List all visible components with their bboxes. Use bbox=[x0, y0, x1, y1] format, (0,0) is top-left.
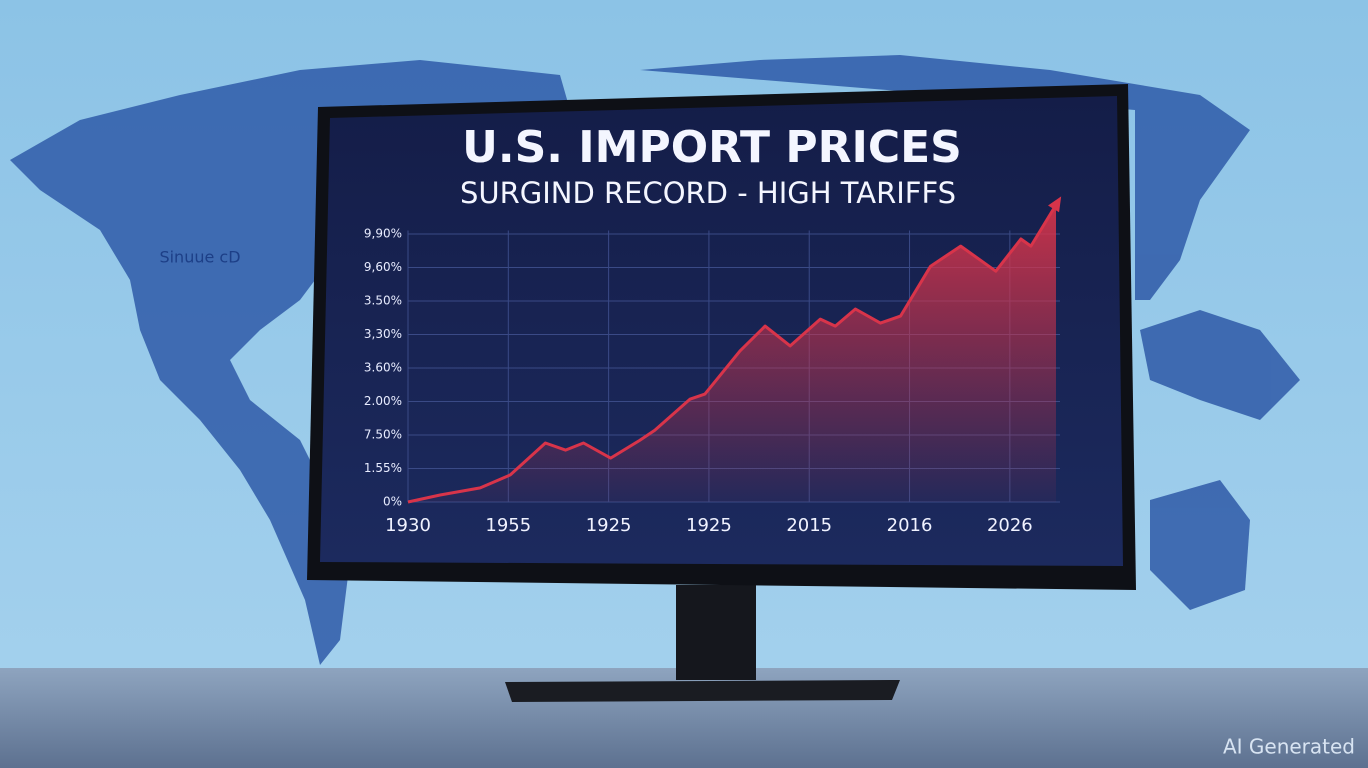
x-tick-label: 2016 bbox=[887, 515, 933, 536]
map-label: Sinuue cD bbox=[159, 248, 240, 267]
monitor-base bbox=[505, 680, 900, 702]
y-tick-label: 3.60% bbox=[364, 361, 402, 375]
x-tick-label: 1925 bbox=[586, 515, 632, 536]
y-tick-label: 9,90% bbox=[364, 227, 402, 241]
world-map bbox=[10, 55, 1300, 665]
x-tick-label: 1955 bbox=[485, 515, 531, 536]
y-tick-label: 2.00% bbox=[364, 394, 402, 408]
x-tick-label: 2026 bbox=[987, 515, 1033, 536]
x-tick-label: 1930 bbox=[385, 515, 431, 536]
y-tick-label: 3,30% bbox=[364, 327, 402, 341]
line bbox=[407, 204, 1058, 504]
watermark: AI Generated bbox=[1223, 735, 1355, 759]
area-fill bbox=[408, 204, 1056, 502]
y-tick-label: 0% bbox=[383, 495, 402, 509]
chart-title: U.S. IMPORT PRICES bbox=[462, 122, 962, 173]
y-tick-label: 1.55% bbox=[364, 461, 402, 475]
chart-subtitle: SURGIND RECORD - HIGH TARIFFS bbox=[460, 176, 956, 210]
arrow-head bbox=[1048, 196, 1062, 213]
y-tick-label: 3.50% bbox=[364, 294, 402, 308]
y-tick-label: 9,60% bbox=[364, 260, 402, 274]
x-tick-label: 1925 bbox=[686, 515, 732, 536]
y-tick-label: 7.50% bbox=[364, 428, 402, 442]
x-tick-label: 2015 bbox=[786, 515, 832, 536]
monitor-neck bbox=[676, 585, 756, 680]
